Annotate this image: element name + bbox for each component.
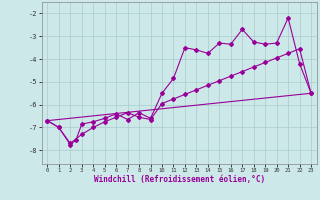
X-axis label: Windchill (Refroidissement éolien,°C): Windchill (Refroidissement éolien,°C)	[94, 175, 265, 184]
